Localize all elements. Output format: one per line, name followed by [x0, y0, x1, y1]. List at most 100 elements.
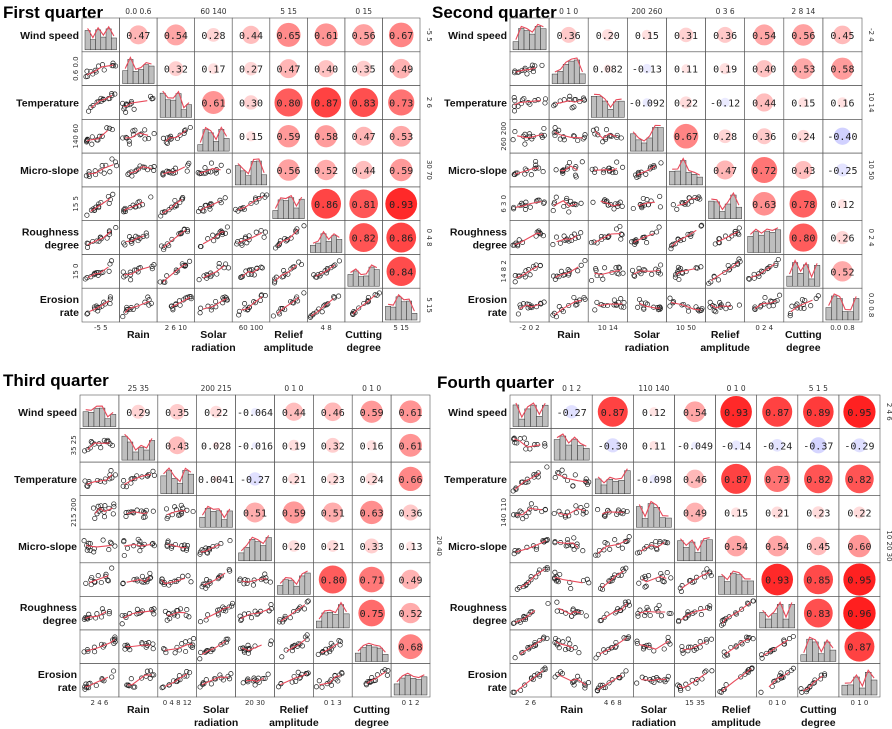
scatter-point — [544, 564, 550, 571]
scatter-point — [239, 616, 245, 622]
correlation-value: 0.21 — [282, 475, 306, 486]
scatter-point — [112, 636, 118, 642]
scatter-point — [623, 668, 629, 674]
scatter-point — [595, 507, 601, 513]
scatter-point — [713, 309, 719, 315]
scatter-point — [160, 171, 166, 177]
scatter-point — [120, 580, 126, 586]
row-label: Micro-slope — [448, 165, 507, 177]
scatter-point — [619, 672, 626, 678]
density-curve — [803, 636, 834, 654]
smoother-line — [556, 473, 588, 483]
histogram-bar — [406, 300, 412, 321]
scatter-point — [202, 165, 208, 171]
matrix-cell — [79, 528, 120, 564]
scatter-point — [151, 606, 157, 612]
tick-label: 215 200 — [70, 498, 78, 527]
histogram-bar — [234, 165, 241, 186]
smoother-line — [199, 168, 221, 174]
correlation-circle — [244, 61, 258, 76]
scatter-point — [665, 634, 671, 640]
scatter-point — [545, 600, 551, 607]
scatter-point — [799, 296, 805, 303]
histogram-bar — [841, 684, 848, 696]
scatter-point — [94, 611, 100, 617]
histogram-bar — [659, 517, 666, 528]
scatter-point — [325, 301, 331, 307]
scatter-point — [585, 680, 592, 686]
scatter-point — [98, 579, 104, 586]
scatter-point — [542, 441, 548, 447]
scatter-point — [798, 305, 804, 311]
scatter-point — [678, 588, 684, 594]
matrix-cell — [838, 663, 881, 698]
histogram-bar — [165, 99, 171, 118]
tick-label: 0.0 0.6 — [125, 7, 151, 16]
smoother-line — [246, 677, 265, 682]
histogram-bar — [559, 435, 567, 461]
correlation-value: 0.32 — [164, 65, 188, 76]
smoother-line — [717, 231, 739, 243]
scatter-point — [516, 617, 522, 624]
correlation-circle — [649, 440, 659, 450]
scatter-point — [674, 206, 680, 212]
correlation-circle — [605, 438, 620, 453]
scatter-point — [318, 271, 324, 277]
histogram-bar — [512, 41, 519, 51]
tick-label: 5 15 — [280, 7, 297, 16]
scatter-point — [512, 98, 518, 104]
scatter-point — [523, 514, 529, 520]
tick-label: 5 15 — [425, 297, 433, 313]
row-label: Micro-slope — [448, 541, 507, 553]
scatter-point — [95, 503, 101, 509]
correlation-circle — [355, 60, 372, 77]
smoother-line — [86, 638, 116, 652]
correlation-value: 0.54 — [752, 31, 776, 42]
correlation-circle — [731, 507, 742, 518]
matrix-cell — [633, 562, 675, 597]
scatter-point — [511, 103, 517, 109]
correlation-circle — [326, 540, 339, 552]
correlation-value: 0.20 — [282, 542, 306, 553]
smoother-line — [123, 543, 151, 547]
correlation-value: 0.59 — [282, 508, 306, 519]
scatter-point — [657, 204, 663, 210]
correlation-circle — [560, 26, 577, 43]
row-label: degree — [45, 240, 80, 252]
scatter-point — [649, 542, 655, 548]
scatter-point — [777, 292, 783, 298]
scatter-point — [523, 581, 529, 587]
scatter-point — [541, 199, 547, 205]
histogram-bar — [818, 653, 825, 662]
correlation-circle — [755, 93, 774, 112]
scatter-point — [158, 243, 165, 249]
scatter-point — [223, 261, 229, 267]
scatter-point — [653, 606, 659, 612]
histogram-bar — [171, 478, 178, 494]
correlation-circle — [803, 396, 834, 428]
histogram-bar — [565, 444, 572, 461]
histogram-bar — [562, 64, 569, 84]
histogram-bar — [602, 100, 609, 118]
scatter-point — [268, 602, 274, 608]
scatter-point — [239, 273, 246, 279]
scatter-point — [566, 302, 572, 309]
histogram-bar — [310, 244, 316, 253]
histogram-bar — [641, 518, 649, 528]
scatter-point — [182, 127, 188, 133]
tick-label: 15 35 — [685, 699, 705, 707]
scatter-point — [336, 258, 342, 264]
correlation-value: 0.35 — [165, 408, 189, 419]
smoother-line — [763, 639, 789, 656]
smoother-line — [514, 167, 539, 175]
scatter-point — [744, 668, 750, 674]
scatter-point — [572, 472, 578, 478]
correlation-value: 0.21 — [765, 508, 789, 519]
scatter-point — [316, 678, 322, 684]
scatter-point — [608, 645, 614, 651]
histogram-bar — [223, 138, 230, 152]
row-label: Wind speed — [20, 30, 79, 42]
tick-label: 2 6 — [525, 699, 537, 707]
scatter-point — [331, 295, 337, 301]
smoother-line — [274, 264, 298, 282]
